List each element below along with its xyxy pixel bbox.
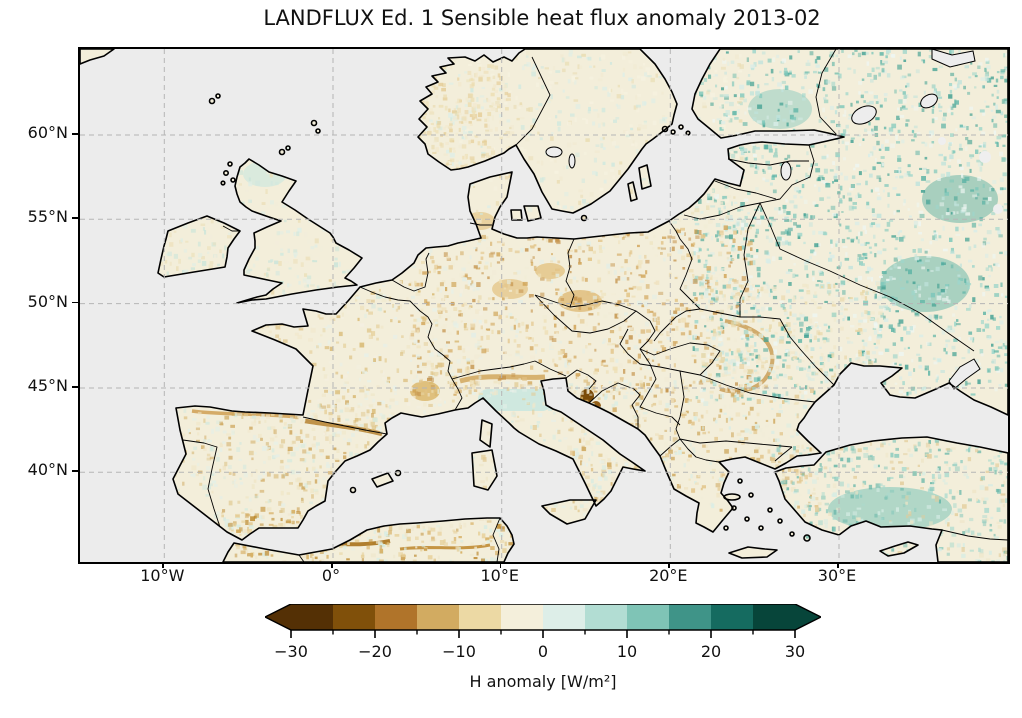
colorbar-tick-label: 0 (537, 642, 549, 661)
map-axes (78, 47, 1010, 564)
x-tick-label: 20°E (649, 566, 688, 585)
colorbar-label: H anomaly [W/m²] (469, 672, 617, 691)
y-axis-tick (72, 301, 78, 304)
y-axis-tick (72, 386, 78, 388)
lakes (545, 49, 1003, 390)
colorbar (263, 603, 823, 644)
x-tick-label: 30°E (817, 566, 857, 585)
y-tick-label: 40°N (27, 460, 68, 480)
colorbar-tick-label: 10 (616, 642, 638, 661)
x-tick-label: 10°E (480, 566, 519, 585)
chart-title: LANDFLUX Ed. 1 Sensible heat flux anomal… (263, 6, 821, 30)
x-tick-label: 10°W (140, 566, 185, 585)
y-axis-tick (72, 470, 78, 472)
graticule (80, 49, 1008, 562)
colorbar-svg (263, 603, 823, 638)
y-tick-label: 50°N (27, 291, 68, 311)
europe-anomaly-map (80, 49, 1008, 562)
x-axis-tick (499, 562, 502, 568)
y-tick-label: 55°N (27, 207, 68, 227)
x-axis-tick (331, 562, 333, 568)
y-tick-label: 45°N (27, 376, 68, 395)
x-axis-tick (162, 562, 164, 568)
y-tick-label: 60°N (27, 123, 68, 142)
x-axis-tick (837, 562, 839, 568)
y-axis-tick (72, 133, 78, 135)
colorbar-tick-label: −30 (274, 642, 308, 661)
x-axis-tick (668, 562, 670, 568)
colorbar-tick-label: 30 (784, 642, 806, 661)
y-axis-tick (72, 217, 78, 219)
colorbar-tick-label: 20 (700, 642, 722, 661)
country-borders (182, 49, 1008, 562)
colorbar-tick-label: −20 (358, 642, 392, 661)
x-tick-label: 0° (321, 566, 341, 585)
colorbar-tick-label: −10 (442, 642, 476, 661)
